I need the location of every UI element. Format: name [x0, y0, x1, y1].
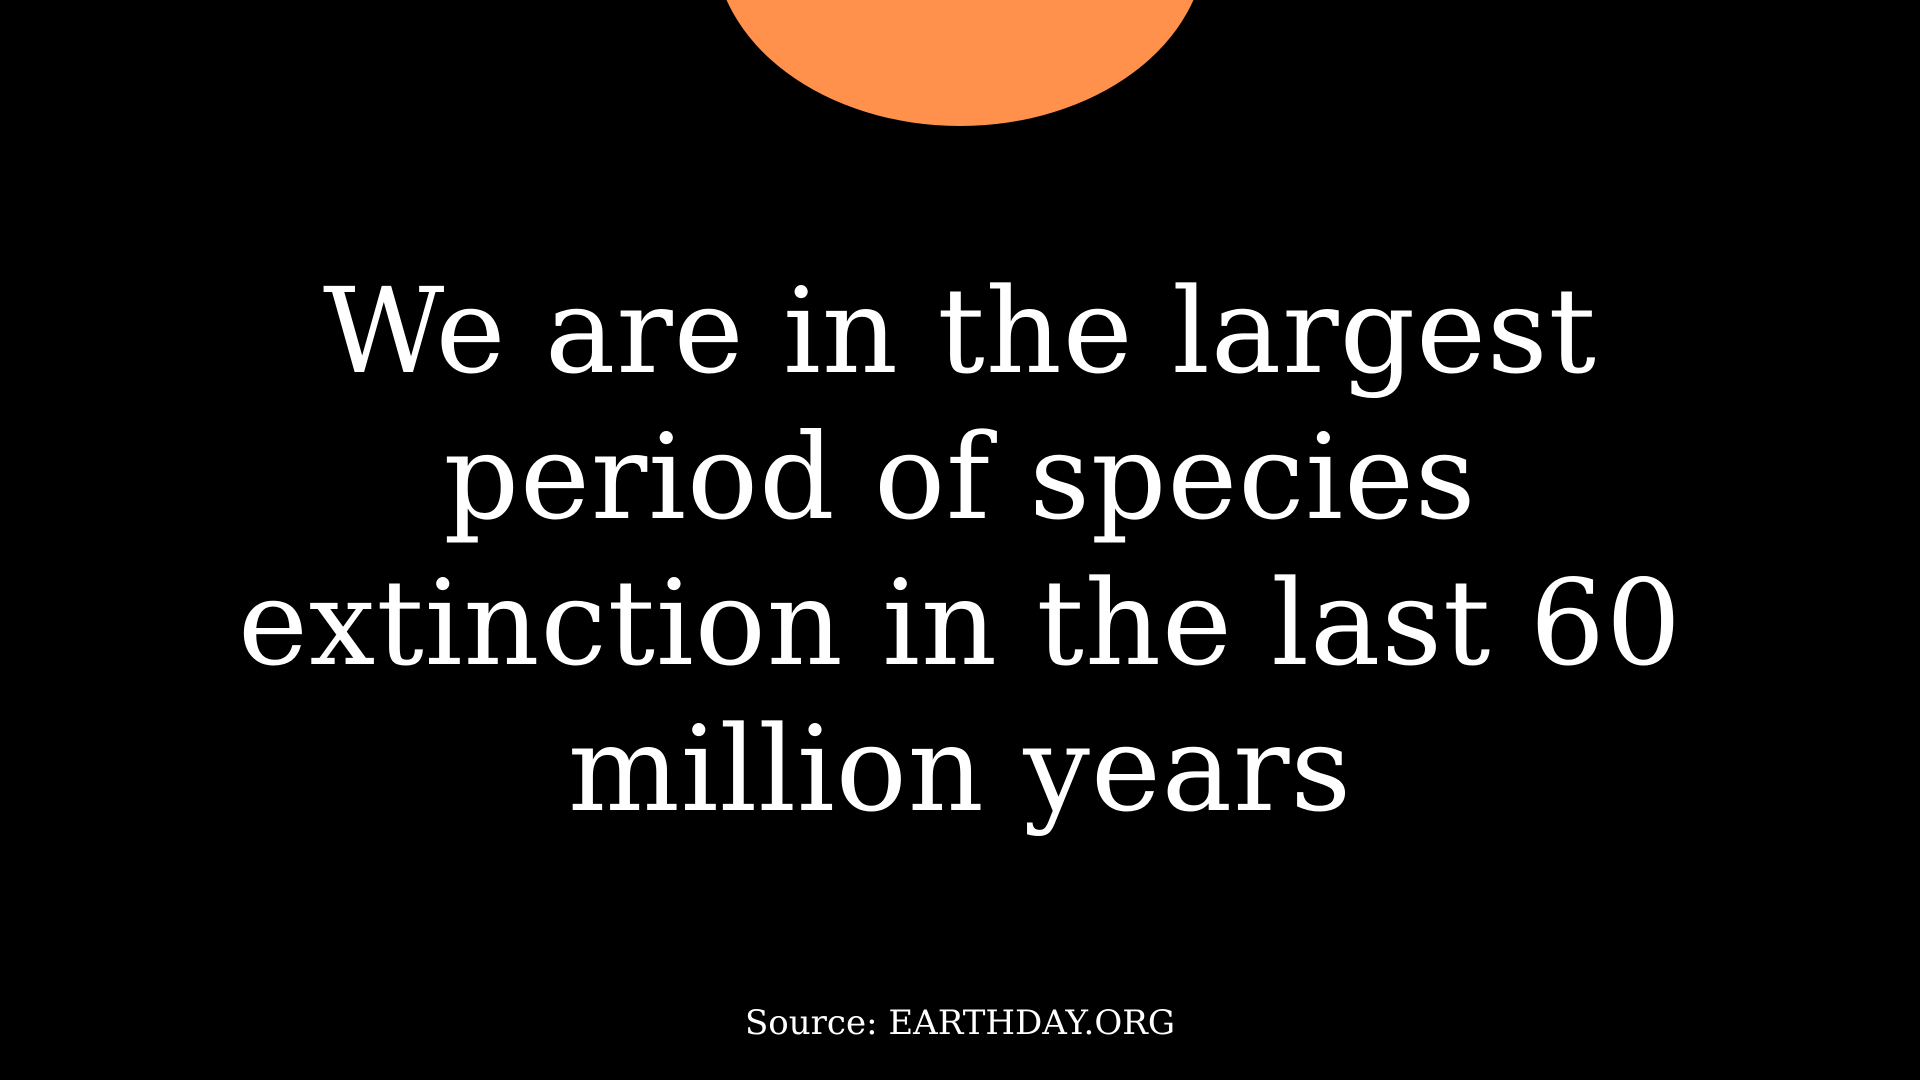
headline: We are in the largest period of species … — [0, 258, 1920, 842]
source-credit: Source: EARTHDAY.ORG — [745, 1003, 1175, 1043]
headline-line-1: We are in the largest — [323, 262, 1597, 400]
headline-line-4: million years — [567, 700, 1353, 838]
headline-line-2: period of species — [443, 408, 1477, 546]
sun-circle-decoration — [714, 0, 1206, 126]
headline-line-3: extinction in the last 60 — [237, 554, 1683, 692]
